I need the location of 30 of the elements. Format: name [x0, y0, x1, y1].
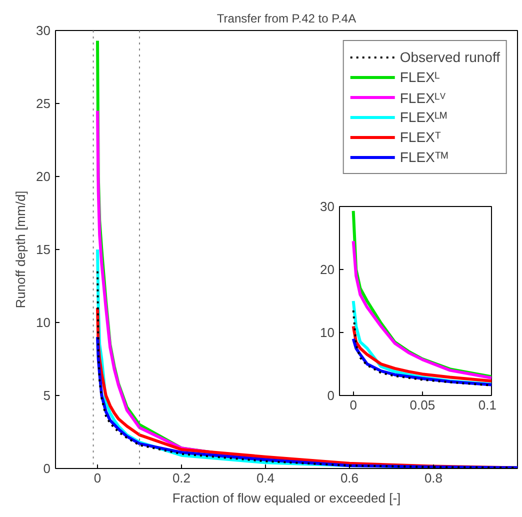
y-tick-label: 20	[36, 169, 51, 184]
x-axis-title: Fraction of flow equaled or exceeded [-]	[172, 490, 401, 506]
x-tick-label: 0.05	[410, 398, 436, 412]
y-tick-label: 0	[327, 388, 335, 403]
y-tick-label: 30	[320, 199, 335, 214]
y-axis-title: Runoff depth [mm/d]	[13, 190, 28, 308]
legend-label: FLEXᴸⱽ	[400, 88, 445, 106]
legend-label: FLEXᵀᴹ	[400, 148, 448, 166]
chart-title: Transfer from P.42 to P.4A	[216, 12, 356, 26]
y-tick-label: 10	[320, 325, 335, 340]
line-series	[352, 324, 492, 383]
y-tick-label: 30	[36, 23, 51, 38]
x-tick-label: 0.4	[256, 470, 275, 486]
y-tick-label: 5	[43, 388, 51, 403]
legend-label: Observed runoff	[400, 48, 500, 66]
line-series	[352, 240, 492, 380]
legend-label: FLEXᵀ	[400, 128, 441, 146]
y-tick-label: 25	[36, 96, 51, 111]
y-tick-label: 20	[320, 262, 335, 277]
x-tick-label: 0	[350, 398, 357, 412]
y-tick-label: 15	[36, 242, 51, 257]
x-tick-label: 0.8	[424, 470, 443, 486]
legend-label: FLEXᴸ	[400, 68, 440, 86]
y-tick-label: 0	[43, 461, 51, 476]
x-tick-label: 0.2	[172, 470, 191, 486]
legend-label: FLEXᴸᴹ	[400, 108, 447, 126]
x-tick-label: 0	[94, 470, 102, 486]
x-tick-label: 0.1	[478, 398, 497, 412]
y-tick-label: 10	[36, 315, 51, 330]
x-tick-label: 0.6	[340, 470, 359, 486]
